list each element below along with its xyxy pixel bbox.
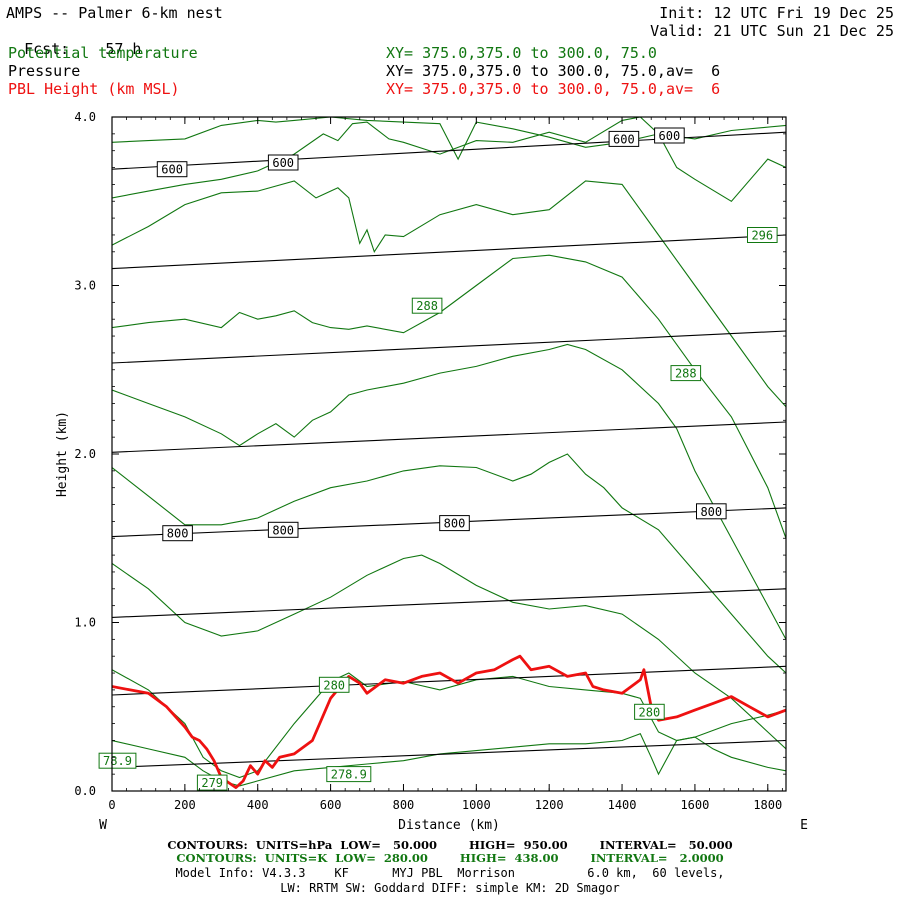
pressure-label: 600: [613, 132, 635, 146]
pressure-label-box: [156, 161, 188, 178]
x-tick-label: 1800: [753, 798, 782, 812]
pressure-label: 600: [161, 163, 183, 177]
field-pressure-name: Pressure: [8, 62, 81, 80]
theta-label-box: [634, 703, 665, 720]
footer-pressure-contours: CONTOURS: UNITS=hPa LOW= 50.000 HIGH= 95…: [167, 838, 733, 852]
pressure-label: 800: [272, 523, 294, 537]
x-tick-label: 200: [174, 798, 196, 812]
pressure-label-box: [696, 503, 727, 520]
y-tick-label: 0.0: [74, 784, 96, 798]
theta-label-box: [318, 676, 350, 693]
pbl-height-line: [112, 654, 786, 789]
pressure-label-box: [267, 154, 299, 171]
field-theta-xy: XY= 375.0,375.0 to 300.0, 75.0: [386, 44, 657, 62]
theta-label-box: [670, 365, 702, 382]
theta-contour: [112, 117, 786, 203]
theta-label-box: [411, 297, 443, 314]
theta-label: 280: [639, 705, 661, 719]
footer-physics-info: LW: RRTM SW: Goddard DIFF: simple KM: 2D…: [280, 881, 620, 895]
pressure-contour: [112, 665, 786, 696]
theta-contour: [112, 254, 786, 539]
x-tick-label: 0: [108, 798, 115, 812]
x-tick-label: 600: [320, 798, 342, 812]
pressure-label: 600: [272, 156, 294, 170]
init-time: Init: 12 UTC Fri 19 Dec 25: [659, 4, 894, 22]
pressure-contour: [112, 421, 786, 453]
footer-theta-contours: CONTOURS: UNITS=K LOW= 280.00 HIGH= 438.…: [176, 851, 724, 865]
pressure-contour: [112, 131, 786, 170]
theta-label-box: [747, 227, 778, 243]
pressure-label-box: [654, 127, 685, 144]
pressure-contour: [112, 330, 786, 364]
field-theta-name: Potential temperature: [8, 44, 198, 62]
axes: 0 200 400 600 800 1000 1200 1400 1600 1800 0.0 1.0 2…: [55, 110, 808, 833]
field-pressure-xy: XY= 375.0,375.0 to 300.0, 75.0,av= 6: [386, 62, 721, 80]
theta-label-box: [98, 752, 137, 769]
x-tick-label: 1200: [535, 798, 564, 812]
x-tick-label: 1400: [608, 798, 637, 812]
pressure-label-box: [162, 525, 193, 542]
west-label: W: [99, 818, 107, 833]
theta-contour: [112, 117, 786, 161]
x-tick-label: 400: [247, 798, 269, 812]
theta-label-box: [196, 774, 228, 791]
theta-contour: [112, 180, 786, 408]
pressure-label: 600: [659, 129, 681, 143]
pressure-contours: [112, 131, 786, 768]
footer-model-info: Model Info: V4.3.3 KF MYJ PBL Morrison 6…: [175, 866, 725, 880]
pressure-label: 800: [167, 527, 189, 541]
theta-label-box: [326, 766, 372, 783]
x-tick-label: 1000: [462, 798, 491, 812]
pressure-label: 800: [700, 505, 722, 519]
valid-time: Valid: 21 UTC Sun 21 Dec 25: [650, 22, 894, 40]
y-tick-label: 1.0: [74, 616, 96, 630]
east-label: E: [800, 818, 808, 833]
pressure-label-box: [608, 130, 640, 147]
field-pbl-xy: XY= 375.0,375.0 to 300.0, 75.0,av= 6: [386, 80, 721, 98]
theta-contours: [112, 117, 786, 787]
theta-label: 280: [323, 678, 345, 692]
theta-contour: [112, 554, 786, 750]
x-tick-label: 1600: [680, 798, 709, 812]
theta-label: 278.9: [331, 768, 367, 782]
theta-label: 78.9: [103, 754, 132, 768]
pressure-contour: [112, 234, 786, 270]
x-tick-label: 800: [393, 798, 415, 812]
y-axis-label: Height (km): [55, 411, 70, 497]
pressure-contour: [112, 739, 786, 768]
pbl-layer: [112, 654, 786, 789]
theta-label: 296: [751, 229, 773, 243]
y-tick-label: 2.0: [74, 447, 96, 461]
forecast-label: Fcst: 57 h: [6, 22, 141, 58]
field-pbl-name: PBL Height (km MSL): [8, 80, 180, 98]
forecast-value: 57 h: [105, 40, 142, 58]
chart-title: AMPS -- Palmer 6-km nest: [6, 4, 223, 22]
pressure-label-box: [439, 515, 470, 532]
pressure-label-box: [267, 521, 299, 538]
theta-contour: [112, 343, 786, 640]
contour-labels: 600 600 600 600 800 800 800 800 296 288 288 280 280 2…: [98, 127, 778, 791]
pressure-contour: [112, 588, 786, 618]
theta-contour: [112, 453, 786, 674]
plot-frame: [111, 116, 787, 792]
forecast-key: Fcst:: [24, 40, 70, 58]
theta-label: 288: [675, 367, 697, 381]
pressure-label: 800: [444, 517, 466, 531]
theta-label: 288: [416, 299, 438, 313]
x-axis-label: Distance (km): [398, 818, 500, 833]
y-tick-label: 3.0: [74, 279, 96, 293]
theta-label: 279: [201, 776, 223, 790]
y-tick-label: 4.0: [74, 110, 96, 124]
